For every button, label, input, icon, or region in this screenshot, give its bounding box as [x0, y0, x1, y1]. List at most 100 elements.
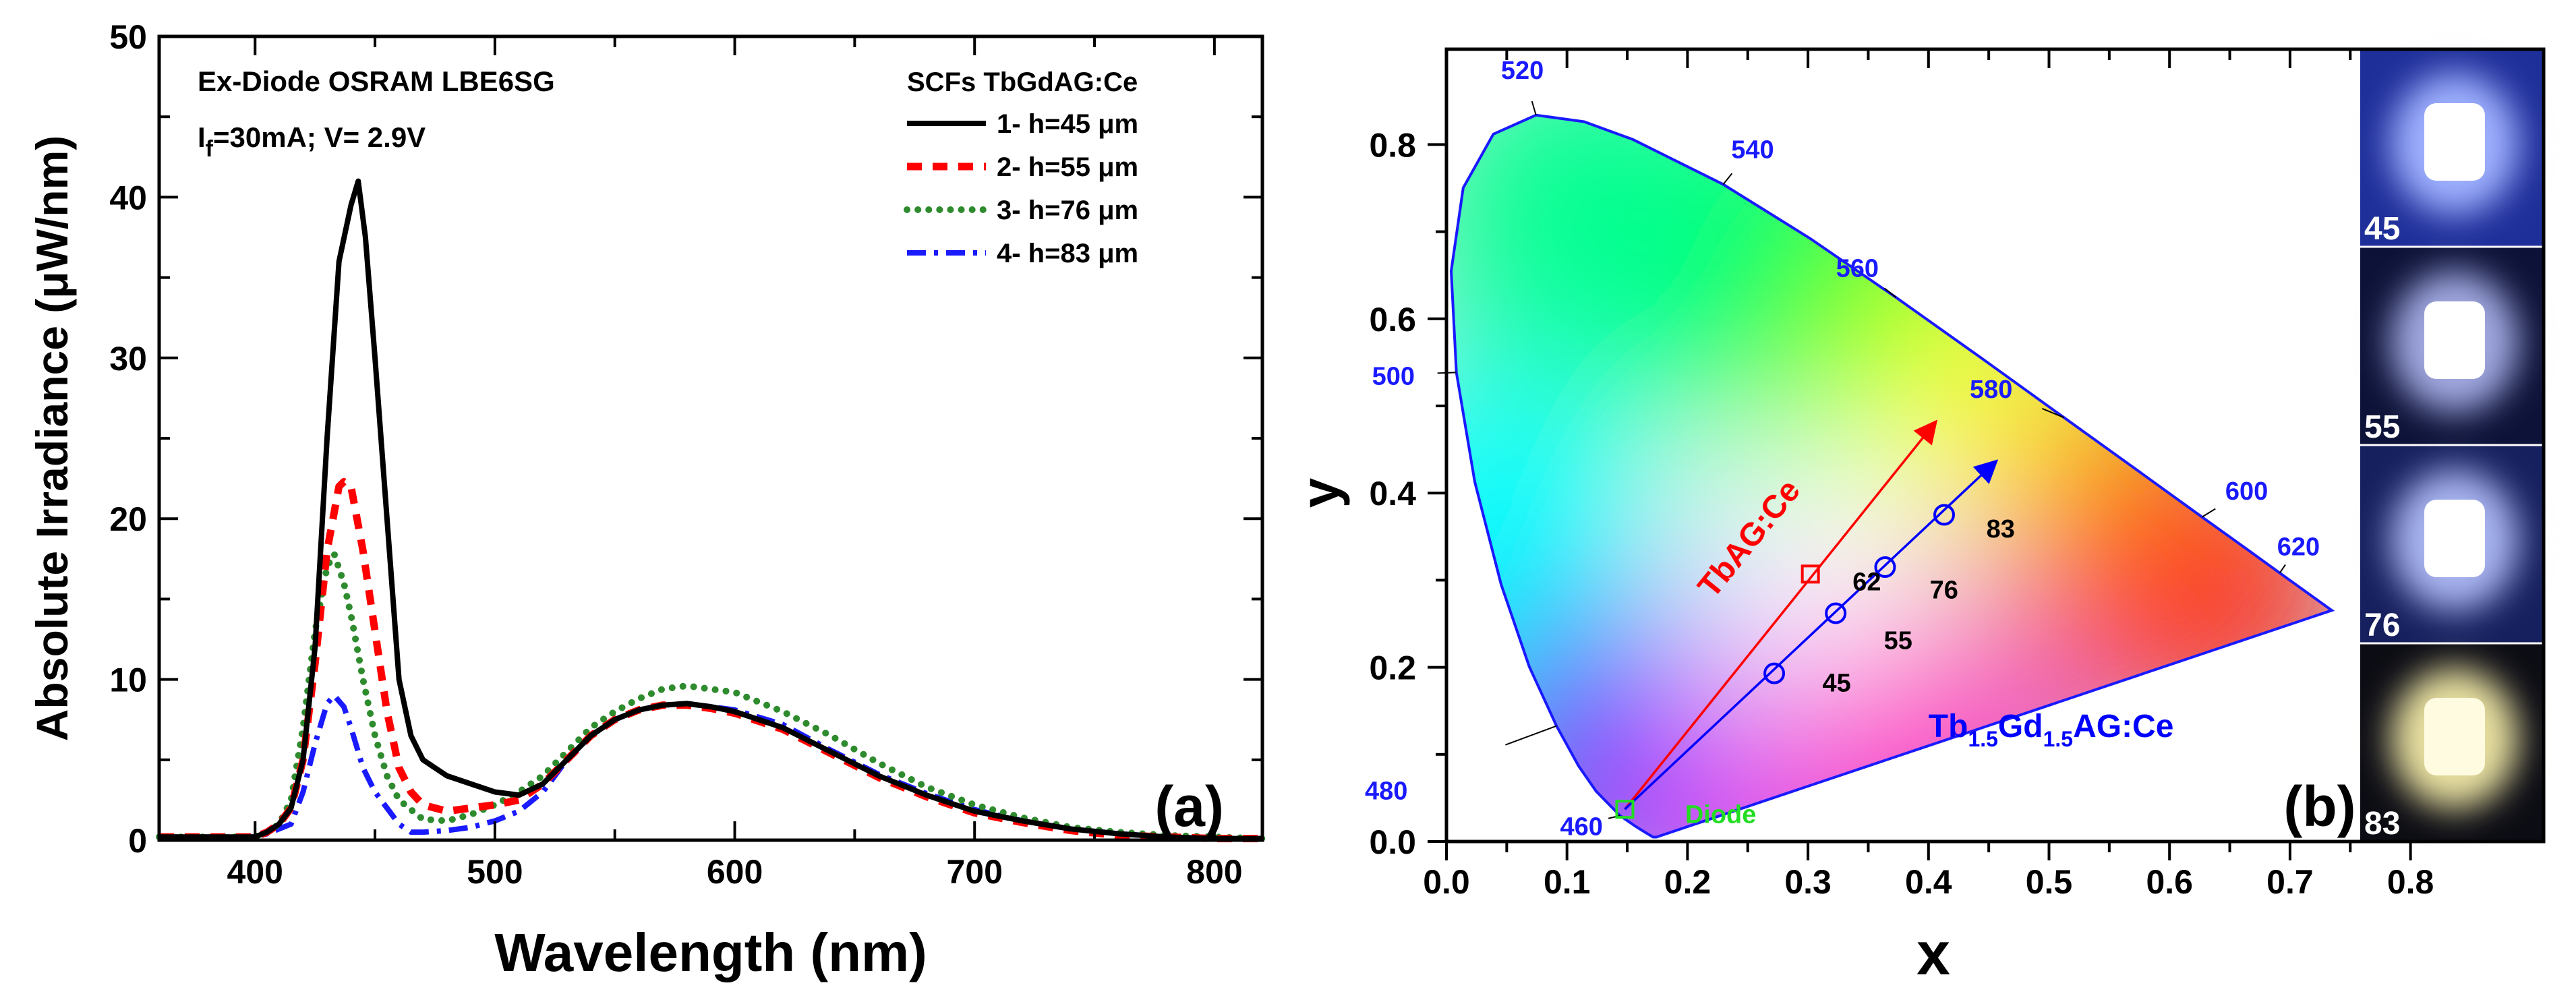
wavelength-label: 600 — [2225, 477, 2268, 506]
plot-frame — [1444, 47, 2546, 844]
photo-label: 45 — [2364, 211, 2400, 247]
point-marker-circle — [1933, 504, 1956, 526]
wavelength-label: 480 — [1365, 777, 1407, 805]
x-tick-label: 0.2 — [1664, 863, 1711, 901]
spectrum-chart: 400 500 600 700 800 0 10 20 30 40 50 Ex-Diode OSRA… — [27, 18, 1266, 982]
legend-item: 4- h=83 μm — [907, 239, 1138, 268]
point-label: 62 — [1852, 568, 1881, 597]
arrow-label-part: 1.5 — [2043, 727, 2073, 751]
led-photo: 83 — [2360, 642, 2544, 842]
photo-label: 83 — [2364, 806, 2400, 842]
led-photo: 55 — [2360, 245, 2544, 445]
x-tick-label: 0.0 — [1423, 863, 1470, 901]
chromaticity-points: 45 55 76 83 62 Diode — [1615, 504, 2015, 829]
x-tick-label: 0.6 — [2146, 863, 2193, 901]
x-tick-label: 0.3 — [1784, 863, 1832, 901]
y-tick-label: 0.6 — [1369, 301, 1416, 338]
point-label: 83 — [1987, 515, 2015, 543]
color-blob — [1666, 568, 1829, 731]
series-line-3 — [156, 550, 1266, 842]
photo-led-spot — [2424, 103, 2485, 181]
point-marker-circle — [1763, 662, 1786, 684]
wavelength-labels: 460 480 500 520 540 560 580 600 620 — [1365, 57, 2320, 841]
x-tick-label: 600 — [707, 853, 763, 891]
wavelength-label: 460 — [1560, 813, 1602, 841]
arrow-line — [1624, 419, 1938, 811]
cie-color-blobs — [1451, 115, 2332, 837]
annotation-current-subscript: f — [206, 136, 214, 162]
y-tick-label: 0.2 — [1369, 649, 1416, 687]
y-tick-label: 0.0 — [1369, 823, 1416, 861]
cie-color-fill — [1451, 115, 2332, 837]
x-tick-label: 800 — [1186, 853, 1242, 891]
legend: 1- h=45 μm 2- h=55 μm 3- h=76 μm 4- h=83 μm — [904, 109, 1138, 268]
photo-label: 76 — [2364, 608, 2400, 643]
x-tick-label: 0.4 — [1905, 863, 1952, 901]
y-tick-label: 30 — [109, 340, 147, 378]
arrow-label-tbgdag: Tb1.5Gd1.5AG:Ce — [1929, 709, 2174, 751]
axis-ticks: 400 500 600 700 800 0 10 20 30 40 50 — [109, 18, 1262, 891]
legend-label: 2- h=55 μm — [997, 152, 1138, 182]
photo-led-spot — [2424, 301, 2485, 379]
point-marker-square — [1615, 800, 1635, 819]
series-line-2 — [159, 477, 1262, 843]
led-photo: 45 — [2360, 49, 2544, 247]
x-tick-label: 400 — [227, 853, 283, 891]
photo-led-spot — [2424, 698, 2485, 775]
spectrum-series-group — [156, 178, 1266, 843]
wavelength-tick — [1883, 287, 1897, 298]
x-tick-label: 0.8 — [2387, 863, 2434, 901]
y-tick-label: 0 — [128, 822, 147, 860]
x-axis-title: Wavelength (nm) — [494, 922, 927, 982]
arrow-label-part: AG:Ce — [2073, 709, 2173, 744]
x-tick-label: 0.1 — [1544, 863, 1591, 901]
wavelength-tick — [2279, 564, 2286, 574]
legend-label: 1- h=45 μm — [997, 109, 1138, 139]
annotation-current-symbol: I — [198, 121, 206, 153]
wavelength-label: 580 — [1970, 376, 2012, 404]
cie-chromaticity-chart: 0.0 0.1 0.2 0.3 0.4 0.5 0.6 0.7 0.8 0.0 0.2 0.4 0.6 0… — [1290, 47, 2546, 988]
x-tick-label: 700 — [946, 853, 1002, 891]
point-label: Diode — [1685, 801, 1757, 829]
legend-label: 4- h=83 μm — [997, 239, 1138, 268]
color-blob — [1451, 115, 1767, 390]
y-axis-title: Absolute Irradiance (μW/nm) — [27, 136, 77, 741]
y-axis-title: y — [1290, 477, 1350, 508]
led-photos: 45 55 76 83 — [2360, 49, 2544, 842]
photo-label: 55 — [2364, 409, 2400, 445]
legend-item: 1- h=45 μm — [907, 109, 1138, 139]
point-marker-circle — [1874, 556, 1896, 579]
arrow-label-part: 1.5 — [1968, 727, 1997, 751]
y-tick-label: 40 — [109, 179, 147, 216]
x-tick-label: 0.5 — [2026, 863, 2073, 901]
wavelength-tick — [1722, 173, 1733, 185]
point-marker-circle — [1825, 602, 1847, 624]
wavelength-label: 540 — [1731, 136, 1774, 165]
annotation-diode: Ex-Diode OSRAM LBE6SG — [198, 65, 555, 97]
annotation-current-value: =30mA; V= 2.9V — [213, 121, 426, 153]
y-tick-label: 0.4 — [1369, 475, 1416, 512]
x-tick-label: 500 — [467, 853, 523, 891]
wavelength-tick — [2201, 508, 2216, 518]
arrow-line — [1624, 459, 1999, 811]
y-tick-label: 20 — [109, 500, 147, 538]
wavelength-label: 520 — [1501, 57, 1544, 85]
wavelength-label: 620 — [2277, 533, 2320, 562]
wavelength-label: 560 — [1836, 254, 1879, 283]
y-tick-label: 0.8 — [1369, 126, 1416, 164]
panel-label-a: (a) — [1154, 775, 1224, 838]
x-tick-label: 0.7 — [2266, 863, 2314, 901]
point-label: 45 — [1823, 670, 1851, 698]
y-tick-label: 10 — [109, 661, 147, 699]
y-tick-label: 50 — [109, 18, 147, 56]
series-line-4 — [159, 692, 1262, 842]
legend-item: 3- h=76 μm — [904, 196, 1138, 225]
wavelength-label: 500 — [1372, 362, 1415, 390]
axis-ticks: 0.0 0.1 0.2 0.3 0.4 0.5 0.6 0.7 0.8 0.0 0.2 0.4 0.6 0… — [1369, 49, 2434, 901]
panel-label-b: (b) — [2283, 775, 2355, 838]
arrow-label-part: Tb — [1929, 709, 1968, 744]
point-label: 76 — [1930, 576, 1958, 604]
x-axis-title: x — [1916, 920, 1950, 988]
legend-label: 3- h=76 μm — [997, 196, 1138, 225]
led-photo: 76 — [2360, 444, 2544, 643]
